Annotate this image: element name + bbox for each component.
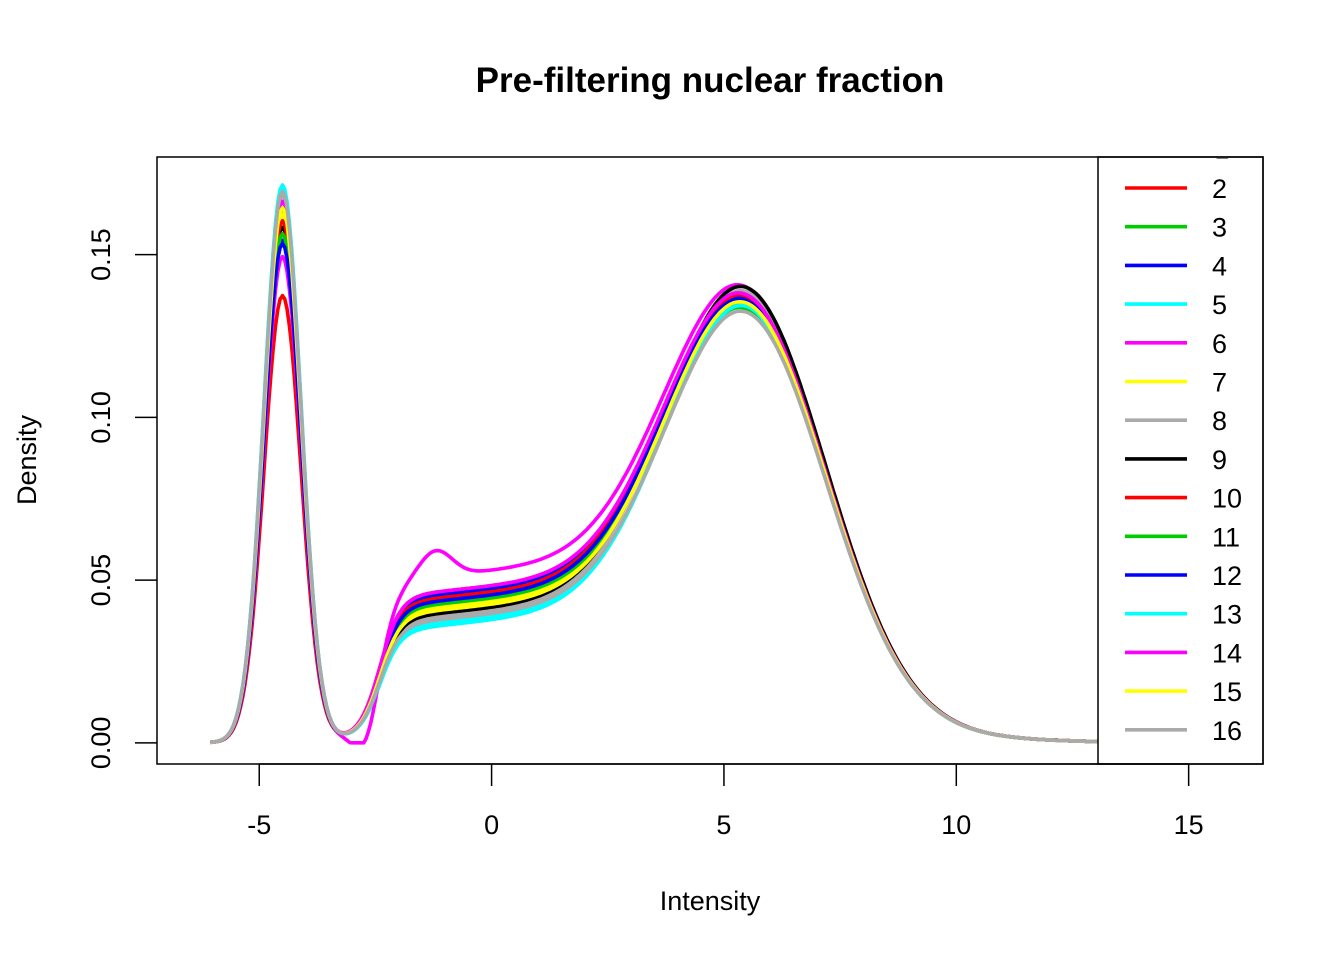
x-axis-label: Intensity xyxy=(660,886,761,916)
y-tick-label: 0.10 xyxy=(86,391,116,444)
y-tick-label: 0.00 xyxy=(86,717,116,770)
x-tick-label: 0 xyxy=(484,810,499,840)
legend-label-5: 5 xyxy=(1212,290,1227,320)
legend-label-15: 15 xyxy=(1212,677,1242,707)
plot-frame xyxy=(156,156,1264,765)
y-axis-label: Density xyxy=(12,414,42,505)
x-tick-label: 15 xyxy=(1174,810,1204,840)
legend-label-11: 11 xyxy=(1212,522,1240,552)
series-line-14 xyxy=(210,199,1098,745)
series-line-7 xyxy=(210,212,1098,745)
series-line-16 xyxy=(210,189,1098,745)
series-line-5 xyxy=(210,183,1098,745)
series-line-13 xyxy=(210,186,1098,745)
legend-label-13: 13 xyxy=(1212,600,1242,630)
legend-label-3: 3 xyxy=(1212,213,1227,243)
series-line-8 xyxy=(210,192,1098,745)
legend-label-2: 2 xyxy=(1212,174,1227,204)
legend-label-12: 12 xyxy=(1212,561,1242,591)
legend-label-10: 10 xyxy=(1212,484,1242,514)
y-tick-label: 0.05 xyxy=(86,554,116,607)
chart-title: Pre-filtering nuclear fraction xyxy=(476,61,945,100)
series-line-4 xyxy=(210,238,1098,745)
series-line-15 xyxy=(210,206,1098,745)
series-line-12 xyxy=(210,241,1098,745)
legend-label-7: 7 xyxy=(1212,368,1227,398)
series-lines xyxy=(210,183,1098,745)
x-axis: -5 0 5 10 15 xyxy=(247,763,1204,840)
legend-label-16: 16 xyxy=(1212,716,1242,746)
legend-label-6: 6 xyxy=(1212,329,1227,359)
legend-label-8: 8 xyxy=(1212,406,1227,436)
y-tick-label: 0.15 xyxy=(86,228,116,281)
x-tick-label: 5 xyxy=(716,810,731,840)
legend-label-hidden: 1 xyxy=(1214,134,1229,164)
series-line-6 xyxy=(210,254,1098,745)
x-tick-label: 10 xyxy=(941,810,971,840)
legend-label-4: 4 xyxy=(1212,251,1227,281)
series-line-11 xyxy=(210,232,1098,745)
series-line-2 xyxy=(210,293,1098,745)
y-axis: 0.00 0.05 0.10 0.15 xyxy=(86,228,157,769)
legend-label-14: 14 xyxy=(1212,638,1242,668)
x-tick-label: -5 xyxy=(247,810,271,840)
legend-label-9: 9 xyxy=(1212,445,1227,475)
series-line-9 xyxy=(210,225,1098,745)
series-line-3 xyxy=(210,209,1098,745)
series-line-10 xyxy=(210,219,1098,745)
